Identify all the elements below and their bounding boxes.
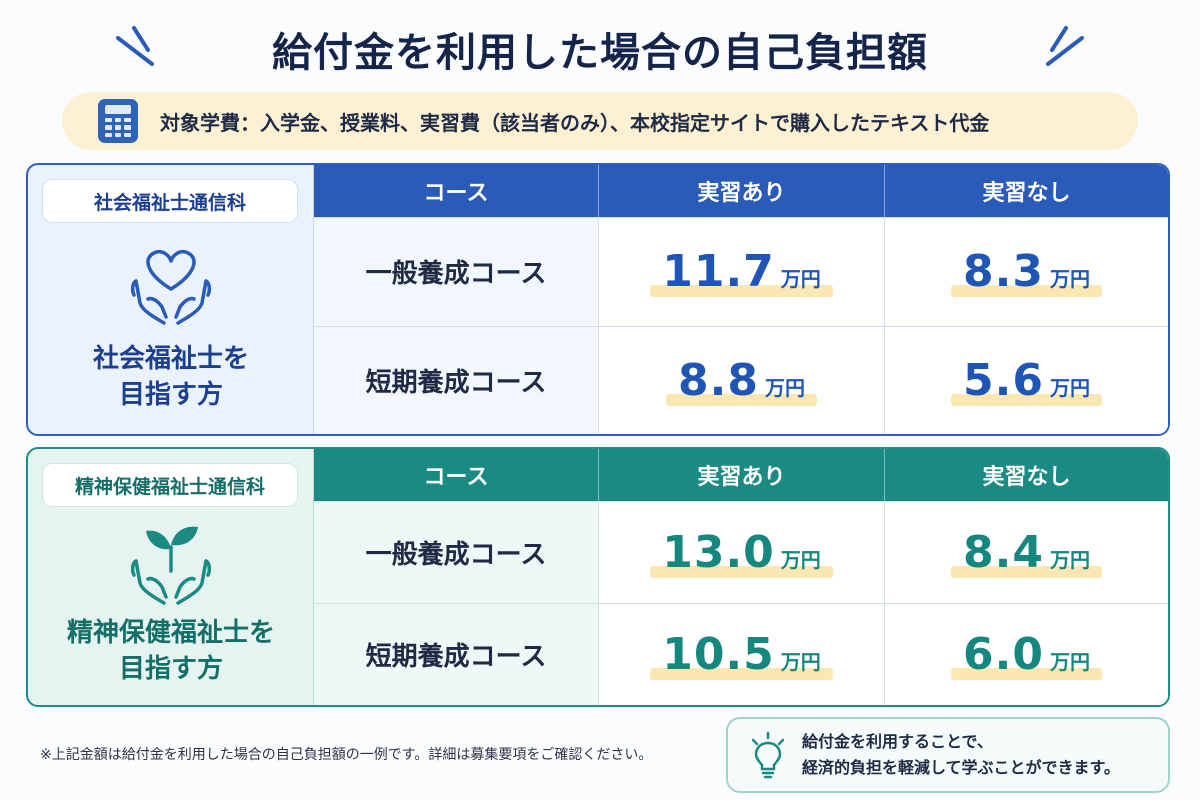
table-row: 短期養成コース 10.5 万円 6.0 万円 (314, 603, 1168, 705)
header-course: コース (423, 181, 489, 206)
tip-text: 給付金を利用することで、 経済的負担を軽減して学ぶことができます。 (802, 732, 1120, 777)
header-course: コース (423, 465, 489, 490)
target-fees-text: 対象学費：入学金、授業料、実習費（該当者のみ）、本校指定サイトで購入したテキスト… (160, 110, 990, 135)
table-header: コース 実習あり 実習なし (314, 449, 1168, 501)
tip-box: 給付金を利用することで、 経済的負担を軽減して学ぶことができます。 (726, 717, 1170, 793)
burst-right-icon (1046, 26, 1084, 66)
lightbulb-icon (751, 731, 785, 779)
cost-without-practice: 6.0 万円 (884, 604, 1168, 705)
table-header: コース 実習あり 実習なし (314, 165, 1168, 217)
header-without-practice: 実習なし (884, 165, 1168, 217)
section-side-panel: 社会福祉士通信科 社会福祉士を 目指す方 (28, 165, 314, 434)
target-fees-banner: 対象学費：入学金、授業料、実習費（該当者のみ）、本校指定サイトで購入したテキスト… (62, 92, 1138, 150)
cost-with-practice: 8.8 万円 (598, 326, 884, 434)
sprout-hands-icon (130, 526, 212, 605)
course-name: 一般養成コース (314, 218, 598, 326)
cost-table: コース 実習あり 実習なし 一般養成コース 11.7 万円 8.3 万円 短期養成コ… (314, 165, 1168, 434)
course-name: 一般養成コース (314, 502, 598, 603)
header-with-practice: 実習あり (598, 449, 884, 501)
social-welfare-section: 社会福祉士通信科 社会福祉士を 目指す方 コース 実習あり 実習なし 一般養成コ… (26, 163, 1170, 436)
burst-left-icon (116, 26, 154, 66)
course-badge: 社会福祉士通信科 (42, 179, 298, 223)
course-name: 短期養成コース (314, 326, 598, 434)
footnote: ※上記金額は給付金を利用した場合の自己負担額の一例です。詳細は募集要項をご確認く… (40, 747, 653, 763)
cost-without-practice: 8.4 万円 (884, 502, 1168, 603)
target-caption: 社会福祉士を 目指す方 (92, 344, 249, 410)
calculator-icon (98, 99, 138, 143)
table-row: 短期養成コース 8.8 万円 5.6 万円 (314, 325, 1168, 434)
header-without-practice: 実習なし (884, 449, 1168, 501)
heart-hands-icon (130, 249, 212, 325)
table-row: 一般養成コース 11.7 万円 8.3 万円 (314, 217, 1168, 326)
cost-with-practice: 10.5 万円 (598, 604, 884, 705)
mental-health-welfare-section: 精神保健福祉士通信科 精神保健福祉士を 目指す方 コース 実習あり 実習なし 一… (26, 447, 1170, 707)
cost-table: コース 実習あり 実習なし 一般養成コース 13.0 万円 8.4 万円 短期養成コ… (314, 449, 1168, 705)
section-side-panel: 精神保健福祉士通信科 精神保健福祉士を 目指す方 (28, 449, 314, 705)
course-name: 短期養成コース (314, 604, 598, 705)
table-row: 一般養成コース 13.0 万円 8.4 万円 (314, 501, 1168, 603)
target-caption: 精神保健福祉士を 目指す方 (66, 618, 275, 684)
header-with-practice: 実習あり (598, 165, 884, 217)
cost-with-practice: 11.7 万円 (598, 218, 884, 326)
cost-without-practice: 5.6 万円 (884, 326, 1168, 434)
cost-without-practice: 8.3 万円 (884, 218, 1168, 326)
page-title: 給付金を利用した場合の自己負担額 (272, 30, 928, 76)
course-badge: 精神保健福祉士通信科 (42, 463, 298, 507)
cost-with-practice: 13.0 万円 (598, 502, 884, 603)
